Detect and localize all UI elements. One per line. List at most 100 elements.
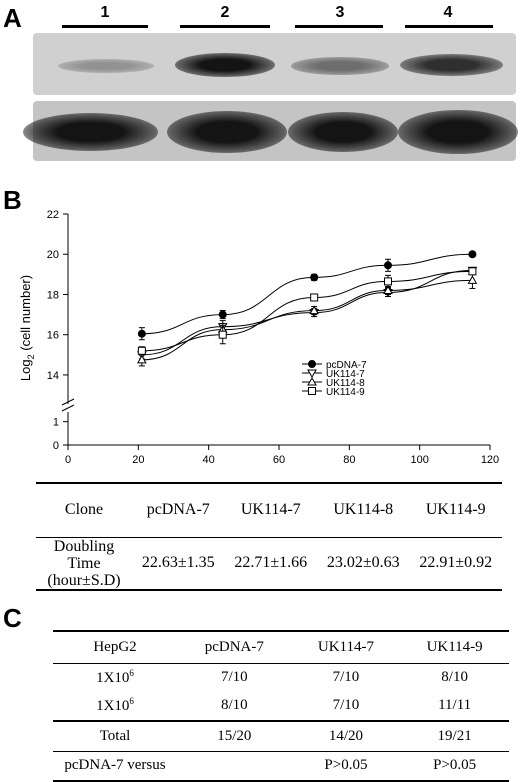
data-point xyxy=(310,273,319,282)
data-point xyxy=(137,346,146,355)
header-cell: HepG2 xyxy=(93,638,137,655)
data-point xyxy=(308,360,316,368)
table-row-versus: pcDNA-7 versus P>0.05 P>0.05 xyxy=(53,751,509,781)
value-cell: 22.63±1.35 xyxy=(141,554,215,571)
series-pcDNA-7 xyxy=(137,250,477,341)
axis-ticks: 0 20 40 60 80 100 120 14 16 18 20 22 0 1 xyxy=(47,209,499,466)
y-axis-label: Log2 (cell number) xyxy=(18,275,36,381)
y-tick-label: 0 xyxy=(53,440,59,452)
axis-break-mark xyxy=(61,398,75,412)
header-cell: UK114-9 xyxy=(425,501,486,519)
table-row: Doubling Time (hour±S.D) 22.63±1.35 22.7… xyxy=(36,537,502,590)
value-cell: P>0.05 xyxy=(433,757,477,774)
data-point xyxy=(309,305,320,315)
data-point xyxy=(310,293,319,302)
y-tick-label: 18 xyxy=(47,289,59,301)
legend-item: pcDNA-7 xyxy=(302,360,367,371)
series-UK114-9 xyxy=(137,267,477,356)
legend-item: UK114-7 xyxy=(302,369,365,380)
table-header-row: Clone pcDNA-7 UK114-7 UK114-8 UK114-9 xyxy=(36,483,502,537)
value-cell: 14/20 xyxy=(328,727,364,744)
header-cell: UK114-7 xyxy=(240,501,301,519)
data-point xyxy=(218,330,227,339)
data-point xyxy=(307,369,317,379)
lane-number: 2 xyxy=(220,4,230,21)
panel-c-letter: C xyxy=(3,603,22,633)
row-label-cell: 1X106 xyxy=(96,696,134,714)
value-cell: 7/10 xyxy=(332,697,360,713)
y-tick-label: 22 xyxy=(47,209,59,221)
value-cell: 22.91±0.92 xyxy=(419,554,493,571)
blot-band xyxy=(400,54,503,76)
data-point xyxy=(468,250,477,259)
value-cell: 8/10 xyxy=(441,668,468,685)
panel-a-letter: A xyxy=(3,3,22,33)
value-cell: 8/10 xyxy=(220,697,248,713)
tumorigenicity-table: HepG2 pcDNA-7 UK114-7 UK114-9 1X106 7/10… xyxy=(53,630,509,782)
value-cell: 22.71±1.66 xyxy=(234,554,308,571)
panel-b-letter: B xyxy=(3,185,22,215)
lane-bar xyxy=(405,25,493,28)
header-cell: UK114-8 xyxy=(333,501,394,519)
header-cell: Clone xyxy=(64,501,104,519)
row-label-cell: Doubling Time (hour±S.D) xyxy=(36,537,132,590)
header-cell: pcDNA-7 xyxy=(204,638,264,655)
legend-label: UK114-9 xyxy=(326,387,365,398)
legend-label: pcDNA-7 xyxy=(326,360,367,371)
header-cell: UK114-9 xyxy=(426,638,483,655)
data-point xyxy=(383,285,393,294)
row-label-line: Doubling Time xyxy=(53,537,115,572)
table-row-total: Total 15/20 14/20 19/21 xyxy=(53,721,509,751)
blot-band xyxy=(167,111,287,153)
x-tick-label: 20 xyxy=(132,454,144,466)
lane-number: 1 xyxy=(100,4,110,21)
series-UK114-7 xyxy=(136,266,478,360)
blot-band xyxy=(58,59,154,73)
x-tick-label: 60 xyxy=(273,454,285,466)
row-label-cell: 1X106 xyxy=(96,667,134,686)
legend-label: UK114-7 xyxy=(326,369,365,380)
x-tick-label: 40 xyxy=(203,454,215,466)
header-cell: UK114-7 xyxy=(317,638,374,655)
blot-band xyxy=(175,53,275,77)
value-cell: 11/11 xyxy=(438,697,472,713)
header-cell: pcDNA-7 xyxy=(146,501,210,519)
series-layer xyxy=(136,250,478,367)
y-tick-label: 14 xyxy=(47,370,59,382)
data-point xyxy=(467,275,478,284)
value-cell: 23.02±0.63 xyxy=(326,554,400,571)
data-point xyxy=(136,354,147,364)
lane-number: 4 xyxy=(443,4,453,21)
value-cell: 7/10 xyxy=(332,668,360,685)
western-blot-bottom xyxy=(23,101,518,161)
lane-bar xyxy=(180,25,270,28)
data-point xyxy=(137,329,146,338)
y-tick-label: 20 xyxy=(47,249,59,261)
data-point xyxy=(308,387,316,395)
y-tick-label: 1 xyxy=(53,417,59,429)
doubling-time-table: Clone pcDNA-7 UK114-7 UK114-8 UK114-9 Do… xyxy=(36,482,502,591)
legend-item: UK114-8 xyxy=(302,376,365,389)
data-point xyxy=(384,277,393,286)
table-row: 1X106 7/10 7/10 8/10 xyxy=(53,663,509,691)
data-point xyxy=(384,261,393,270)
blot-band xyxy=(398,110,518,154)
series-line xyxy=(141,269,473,356)
value-cell xyxy=(177,751,292,781)
table-header-row: HepG2 pcDNA-7 UK114-7 UK114-9 xyxy=(53,631,509,663)
data-point xyxy=(218,310,227,319)
growth-curve-chart: Log2 (cell number) 0 20 40 60 80 100 120141618… xyxy=(18,209,499,466)
lane-bar xyxy=(62,25,148,28)
blot-band xyxy=(23,113,158,151)
x-tick-label: 0 xyxy=(65,454,71,466)
y-tick-label: 16 xyxy=(47,330,59,342)
lane-bar xyxy=(295,25,383,28)
row-label-cell: pcDNA-7 versus xyxy=(64,757,166,774)
row-label-cell: Total xyxy=(99,727,131,744)
series-line xyxy=(141,253,473,335)
legend-label: UK114-8 xyxy=(326,378,365,389)
value-cell: 15/20 xyxy=(217,727,252,744)
lane-number: 3 xyxy=(335,4,345,21)
row-label-line: (hour±S.D) xyxy=(47,571,121,589)
